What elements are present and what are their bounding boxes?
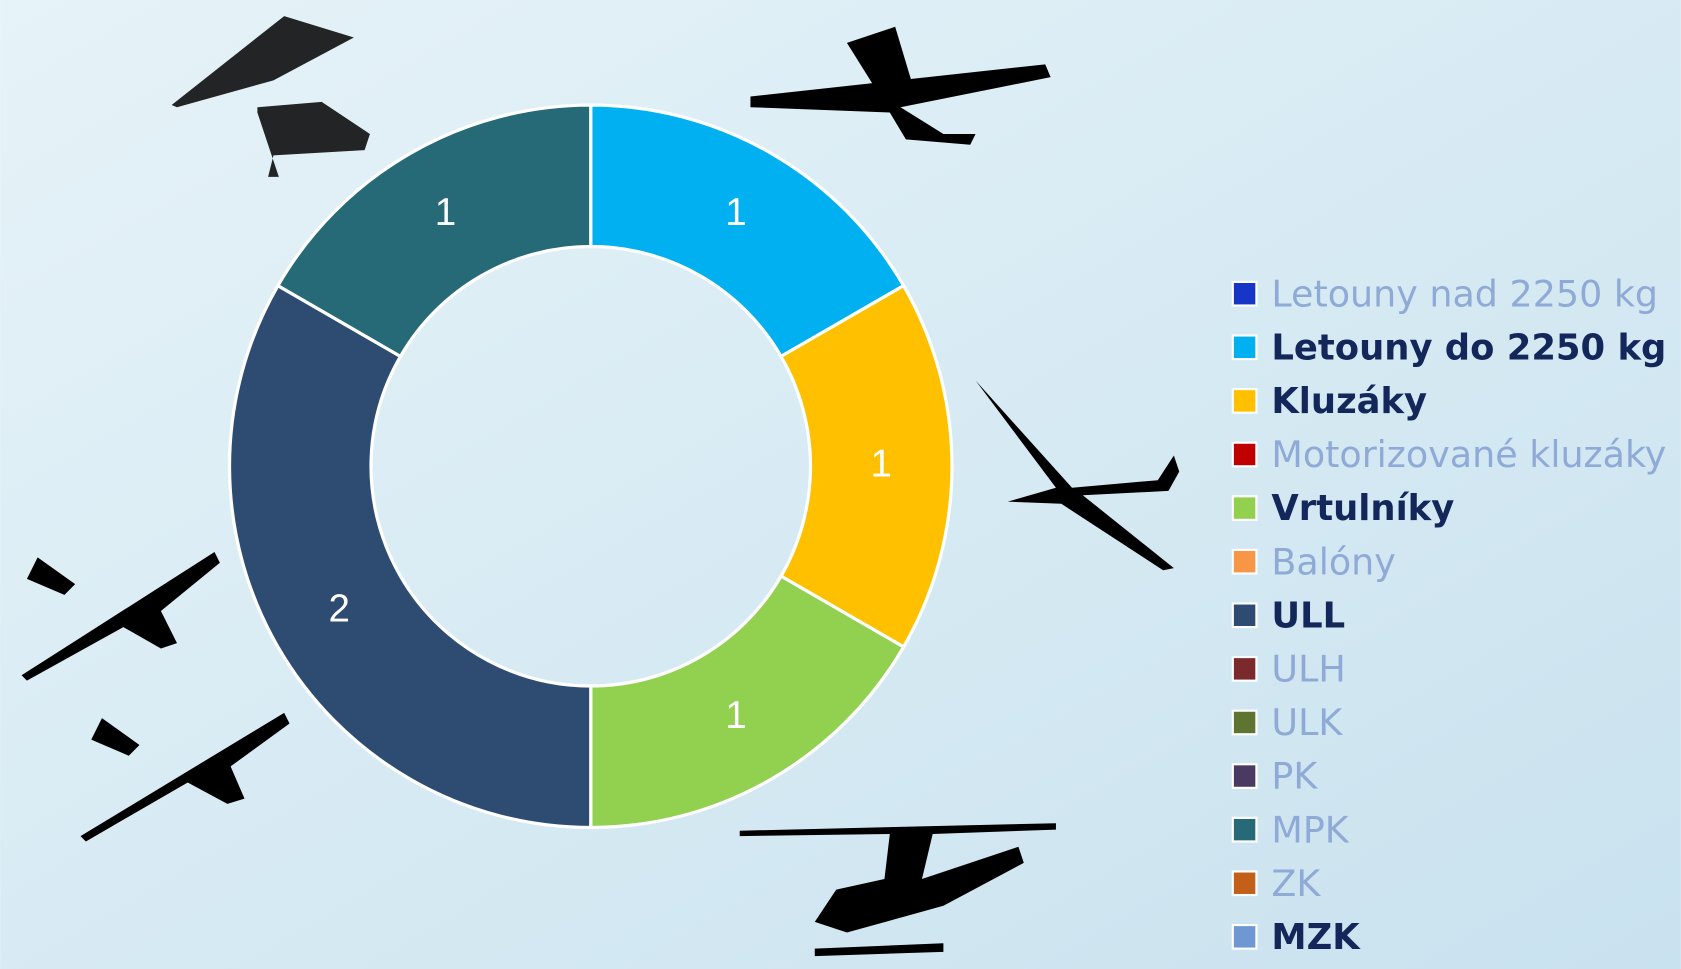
legend-swatch <box>1233 603 1257 627</box>
legend-swatch <box>1233 496 1257 520</box>
legend-label: Vrtulníky <box>1271 488 1454 529</box>
legend-swatch <box>1233 282 1257 306</box>
legend-swatch <box>1233 336 1257 360</box>
data-label: 1 <box>435 191 456 234</box>
data-label: 2 <box>328 588 349 631</box>
legend-swatch <box>1233 389 1257 413</box>
legend-label: ULH <box>1271 648 1345 691</box>
chart: 1 1 1 2 1 Letouny nad 2250 kg Letouny do 2250… <box>0 0 1681 969</box>
legend-label: Kluzáky <box>1271 381 1427 422</box>
legend-swatch <box>1233 818 1257 842</box>
legend-label: MZK <box>1271 917 1361 958</box>
legend-label: Balóny <box>1271 540 1395 583</box>
legend-swatch <box>1233 871 1257 895</box>
legend-label: Letouny do 2250 kg <box>1271 327 1666 368</box>
legend-swatch <box>1233 764 1257 788</box>
legend-label: ZK <box>1271 862 1321 905</box>
legend-label: PK <box>1271 755 1318 798</box>
legend-label: MPK <box>1271 808 1349 851</box>
legend-swatch <box>1233 711 1257 735</box>
legend-swatch <box>1233 657 1257 681</box>
legend-swatch <box>1233 443 1257 467</box>
legend-label: Motorizované kluzáky <box>1271 433 1666 476</box>
data-label: 1 <box>870 442 891 485</box>
legend-label: ULL <box>1271 595 1345 636</box>
legend-swatch <box>1233 925 1257 949</box>
data-label: 1 <box>725 694 746 737</box>
legend-label: ULK <box>1271 701 1343 744</box>
data-label: 1 <box>725 191 746 234</box>
legend-swatch <box>1233 550 1257 574</box>
legend-label: Letouny nad 2250 kg <box>1271 272 1658 315</box>
